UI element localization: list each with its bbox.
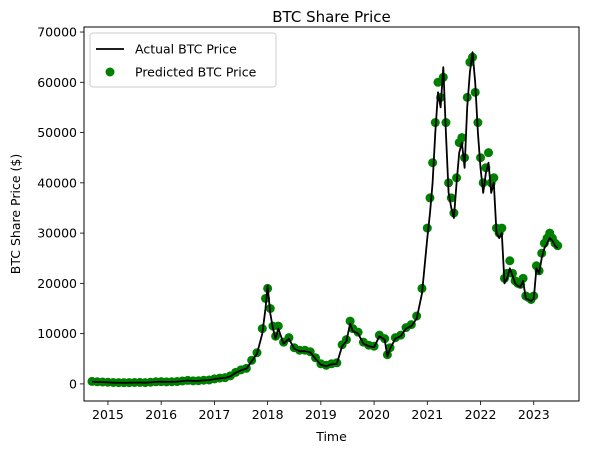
predicted-point	[518, 273, 528, 283]
x-tick-label: 2015	[92, 407, 124, 422]
x-tick-label: 2020	[358, 407, 390, 422]
y-tick-label: 60000	[37, 75, 77, 90]
y-tick-label: 70000	[37, 25, 77, 40]
predicted-point	[425, 193, 435, 203]
legend: Actual BTC Price Predicted BTC Price	[89, 32, 277, 88]
x-tick-label: 2022	[465, 407, 497, 422]
predicted-point	[422, 223, 432, 233]
y-tick-label: 10000	[37, 326, 77, 341]
x-axis-label: Time	[315, 429, 347, 444]
y-tick-label: 50000	[37, 125, 77, 140]
y-axis-label: BTC Share Price ($)	[8, 154, 23, 274]
x-tick-label: 2019	[305, 407, 337, 422]
y-axis-ticks: 0 10000 20000 30000 40000 50000 60000 70000	[37, 25, 84, 391]
predicted-point	[428, 158, 438, 168]
x-tick-label: 2018	[252, 407, 284, 422]
legend-label-predicted: Predicted BTC Price	[135, 65, 257, 80]
x-axis-ticks: 2015 2016 2017 2018 2019 2020 2021 2022 2023	[92, 401, 550, 422]
predicted-point	[553, 241, 563, 251]
actual-price-line	[91, 51, 559, 384]
y-tick-label: 20000	[37, 276, 77, 291]
predicted-point	[457, 133, 467, 143]
x-tick-label: 2016	[145, 407, 177, 422]
predicted-point	[489, 173, 499, 183]
y-tick-label: 30000	[37, 226, 77, 241]
x-tick-label: 2023	[518, 407, 550, 422]
x-tick-label: 2021	[411, 407, 443, 422]
predicted-point	[505, 256, 515, 266]
predicted-point	[484, 148, 494, 158]
predicted-point	[353, 327, 363, 337]
axes-frame	[83, 26, 580, 402]
legend-label-actual: Actual BTC Price	[135, 42, 237, 57]
predicted-point	[345, 316, 355, 326]
legend-dot-swatch	[105, 67, 115, 77]
x-tick-label: 2017	[198, 407, 230, 422]
legend-box	[89, 32, 277, 88]
actual-price-line-layer	[91, 51, 559, 384]
y-tick-label: 40000	[37, 175, 77, 190]
y-tick-label: 0	[69, 376, 77, 391]
chart-title: BTC Share Price	[272, 8, 390, 26]
predicted-point	[497, 223, 507, 233]
predicted-point	[273, 321, 283, 331]
